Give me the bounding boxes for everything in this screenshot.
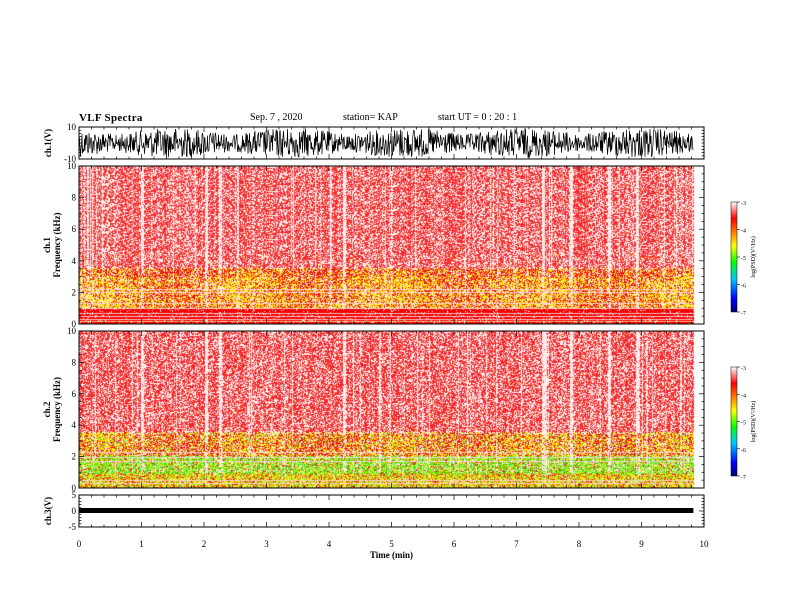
channel-1-colorbar-tick-m5: -5 <box>741 256 746 262</box>
channel-3-ylabel-line-0: ch.3(V) <box>43 497 53 525</box>
channel-1-colorbar-label: log(PSD)(V²/Hz) <box>750 236 757 277</box>
channel-2-colorbar-tick-m7: -7 <box>741 475 746 481</box>
channel-2-colorbar-label-text: log(PSD)(V²/Hz) <box>750 401 757 442</box>
channel-2-colorbar-tick-m6: -6 <box>741 448 746 454</box>
channel-1-colorbar-tick-m4: -4 <box>741 229 746 235</box>
channel-1-freq-ylabel-line-1: Frequency (kHz) <box>52 212 62 277</box>
channel-1-freq-tick-4: 4 <box>72 256 77 266</box>
channel-2-colorbar-tick-m5: -5 <box>741 421 746 427</box>
time-tick-7: 7 <box>514 539 519 549</box>
time-tick-9: 9 <box>639 539 644 549</box>
channel-2-colorbar-label: log(PSD)(V²/Hz) <box>750 401 757 442</box>
channel-2-colorbar-tick-m4: -4 <box>741 393 746 399</box>
channel-1-freq-tick-0: 0 <box>72 319 77 329</box>
channel-2-freq-tick-10: 10 <box>67 326 77 336</box>
channel-1-freq-tick-8: 8 <box>72 193 77 203</box>
channel-2-freq-tick-8: 8 <box>72 357 77 367</box>
channel-1-freq-tick-10: 10 <box>67 161 77 171</box>
time-tick-8: 8 <box>577 539 582 549</box>
channel-3-y-tick-m5: -5 <box>69 522 77 532</box>
time-tick-3: 3 <box>264 539 269 549</box>
time-tick-0: 0 <box>77 539 82 549</box>
channel-2-colorbar-tick-m3: -3 <box>741 366 746 372</box>
channel-1-colorbar-bar <box>730 201 738 313</box>
channel-2-freq-tick-4: 4 <box>72 420 77 430</box>
figure-title: VLF Spectra <box>79 112 143 124</box>
channel-1-colorbar-label-text: log(PSD)(V²/Hz) <box>750 236 757 277</box>
channel-2-colorbar-bar <box>730 366 738 477</box>
date-label: Sep. 7 , 2020 <box>250 112 303 123</box>
time-tick-6: 6 <box>452 539 457 549</box>
channel-2-freq-ylabel-line-1: Frequency (kHz) <box>52 377 62 442</box>
channel-3-ylabel: ch.3(V) <box>43 497 53 525</box>
channel-2-freq-ylabel-line-0: ch.2 <box>42 401 52 417</box>
time-tick-2: 2 <box>202 539 207 549</box>
channel-1-colorbar-tick-m6: -6 <box>741 284 746 290</box>
time-tick-1: 1 <box>139 539 144 549</box>
channel-3-y-tick-5: 5 <box>72 490 77 500</box>
channel-1-freq-tick-6: 6 <box>72 224 77 234</box>
channel-1-freq-tick-2: 2 <box>72 287 77 297</box>
channel-2-spectrogram-image <box>79 331 704 488</box>
channel-2-freq-tick-2: 2 <box>72 452 77 462</box>
time-tick-10: 10 <box>700 539 710 549</box>
time-tick-4: 4 <box>327 539 332 549</box>
channel-2-freq-tick-0: 0 <box>72 483 77 493</box>
channel-1-y-tick-m10: -10 <box>64 154 76 164</box>
channel-2-freq-tick-6: 6 <box>72 389 77 399</box>
time-axis-label: Time (min) <box>370 550 413 560</box>
channel-1-freq-ylabel: ch.1 Frequency (kHz) <box>42 212 62 277</box>
channel-3-y-tick-0: 0 <box>72 506 77 516</box>
channel-2-freq-ylabel: ch.2 Frequency (kHz) <box>42 377 62 442</box>
channel-1-ylabel-line-0: ch.1(V) <box>43 129 53 157</box>
channel-1-ylabel: ch.1(V) <box>43 129 53 157</box>
channel-1-colorbar-tick-m3: -3 <box>741 201 746 207</box>
channel-1-y-tick-10: 10 <box>67 122 77 132</box>
station-label: station= KAP <box>343 112 398 123</box>
channel-1-freq-ylabel-line-0: ch.1 <box>42 237 52 253</box>
channel-1-spectrogram-image <box>79 166 704 324</box>
start-time-label: start UT = 0 : 20 : 1 <box>438 112 518 123</box>
channel-1-colorbar-tick-m7: -7 <box>741 311 746 317</box>
channel-3-trace <box>79 508 694 513</box>
channel-1-trace <box>78 127 694 158</box>
time-tick-5: 5 <box>389 539 394 549</box>
